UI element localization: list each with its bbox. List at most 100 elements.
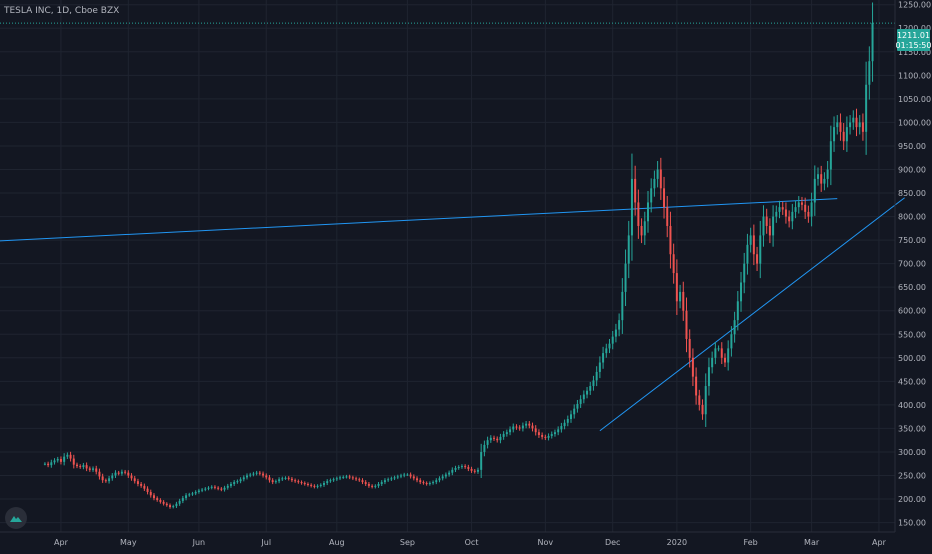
candle-body [448,472,451,475]
candle-body [425,483,428,485]
candle-body [146,488,149,492]
time-tick-label: Nov [538,538,554,547]
price-tick-label: 1250.00 [898,1,931,10]
candle-body [454,467,457,470]
candle-body [666,207,669,226]
candle-body [640,225,643,236]
candle-body [59,459,62,462]
candle-body [807,211,810,217]
candle-body [380,482,383,484]
candle-body [743,263,746,283]
tradingview-logo-icon[interactable] [5,507,27,529]
candle-body [457,467,460,469]
candle-body [149,491,152,496]
candle-body [262,473,265,476]
candle-body [127,472,130,476]
last-price-value: 1211.01 [897,31,930,40]
candle-body [817,174,820,179]
time-tick-label: Apr [872,538,887,547]
candle-body [804,204,807,212]
candle-body [316,485,319,487]
candle-body [698,395,701,405]
candle-body [181,498,184,501]
candle-body [213,486,216,488]
candle-body [281,478,284,480]
candle-body [69,454,72,459]
candle-body [120,471,123,474]
candle-body [175,503,178,507]
candle-body [723,357,726,363]
candle-body [361,480,364,483]
time-tick-label: Feb [744,538,758,547]
candle-body [791,211,794,222]
candle-body [172,506,175,508]
candle-body [403,474,406,476]
price-tick-label: 150.00 [898,519,926,528]
candle-body [602,353,605,363]
price-tick-label: 200.00 [898,495,926,504]
candle-body [169,505,172,508]
candle-body [53,460,56,463]
time-tick-label: Jun [192,538,206,547]
candle-body [104,480,107,482]
candle-body [47,463,50,466]
candle-body [63,456,66,462]
candle-body [679,291,682,302]
candle-body [75,464,78,467]
price-tick-label: 1050.00 [898,95,931,104]
candle-body [332,479,335,481]
candle-body [618,320,621,330]
candle-body [502,434,505,437]
candle-body [140,483,143,486]
candle-body [537,432,540,436]
candle-body [467,467,470,469]
candle-body [493,437,496,439]
candle-body [390,478,393,480]
time-tick-label: Aug [329,538,345,547]
candle-body [861,122,864,132]
candle-body [752,235,755,255]
candle-body [387,479,390,481]
candle-body [480,451,483,470]
candle-body [823,178,826,184]
candle-body [499,436,502,441]
candle-body [255,472,258,474]
price-axis[interactable]: 150.00 200.00 250.00 300.00 350.00 400.00 450.… [898,1,931,528]
candle-body [294,480,297,482]
candle-body [570,414,573,420]
candle-body [624,263,627,292]
candle-body [188,494,191,496]
candle-body [688,338,691,358]
candle-body [833,127,836,142]
symbol-title: TESLA INC, 1D, Cboe BZX [4,6,120,16]
candle-body [233,482,236,484]
price-tick-label: 850.00 [898,189,926,198]
grid [0,0,895,532]
trendline [0,198,838,242]
time-tick-label: Sep [400,538,415,547]
candle-body [416,478,419,481]
price-tick-label: 350.00 [898,424,926,433]
candle-body [242,477,245,480]
candle-body [101,476,104,481]
candle-body [528,423,531,426]
candle-body [711,357,714,368]
time-tick-label: Dec [605,538,620,547]
candle-body [483,444,486,452]
candle-body [396,476,399,478]
candle-body [322,483,325,485]
candle-body [82,465,85,468]
candle-body [759,235,762,264]
price-tick-label: 900.00 [898,165,926,174]
candle-body [505,432,508,435]
candle-body [210,486,213,488]
price-tick-label: 1100.00 [898,71,931,80]
candle-body [560,426,563,430]
price-tick-label: 600.00 [898,307,926,316]
candle-body [489,437,492,441]
candle-body [749,235,752,245]
candle-body [534,428,537,433]
